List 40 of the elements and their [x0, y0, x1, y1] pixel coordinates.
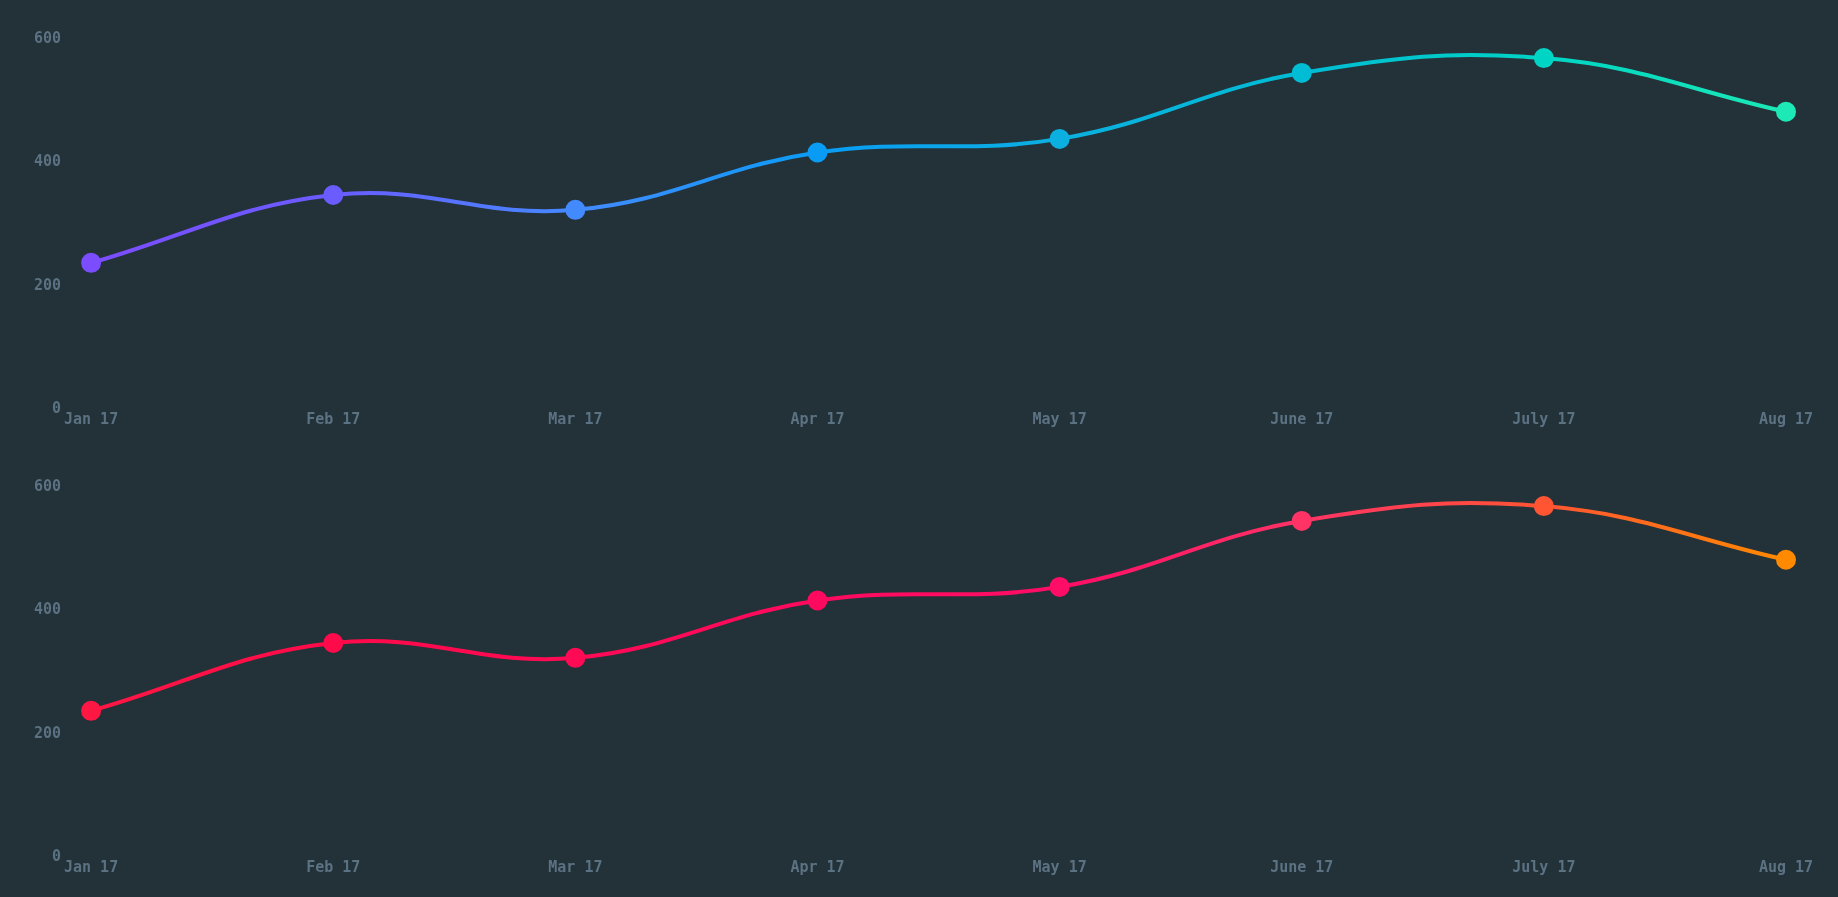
y-tick-label: 0	[52, 398, 62, 417]
y-tick-label: 200	[34, 723, 62, 742]
x-tick-label: Apr 17	[790, 857, 845, 876]
point	[807, 590, 828, 611]
point	[81, 700, 102, 721]
x-tick-label: May 17	[1032, 409, 1087, 428]
point	[565, 199, 586, 220]
y-tick-label: 400	[34, 152, 62, 171]
point	[1533, 496, 1554, 517]
x-tick-label: July 17	[1512, 857, 1576, 876]
point	[1291, 62, 1312, 83]
x-tick-label: Aug 17	[1758, 409, 1814, 428]
x-tick-label: July 17	[1512, 409, 1576, 428]
x-tick-label: Mar 17	[548, 409, 603, 428]
y-tick-label: 400	[34, 600, 62, 619]
y-tick-label: 600	[34, 476, 62, 495]
x-tick-label: June 17	[1270, 409, 1334, 428]
point	[1776, 101, 1796, 122]
x-tick-label: Apr 17	[790, 409, 845, 428]
point	[565, 647, 586, 668]
x-tick-label: Mar 17	[548, 857, 603, 876]
point	[81, 252, 102, 273]
point	[323, 633, 344, 654]
point	[323, 185, 344, 206]
x-tick-label: Jan 17	[64, 857, 119, 876]
y-tick-label: 0	[52, 846, 62, 865]
y-tick-label: 200	[34, 275, 62, 294]
point	[807, 142, 828, 163]
x-tick-label: May 17	[1032, 857, 1087, 876]
point	[1049, 128, 1070, 149]
point	[1049, 576, 1070, 597]
x-tick-label: Feb 17	[306, 857, 361, 876]
point	[1776, 549, 1796, 570]
x-tick-label: Aug 17	[1758, 857, 1814, 876]
y-tick-label: 600	[34, 28, 62, 47]
point	[1533, 48, 1554, 69]
x-tick-label: Jan 17	[64, 409, 119, 428]
x-tick-label: June 17	[1270, 857, 1334, 876]
point	[1291, 510, 1312, 531]
x-tick-label: Feb 17	[306, 409, 361, 428]
